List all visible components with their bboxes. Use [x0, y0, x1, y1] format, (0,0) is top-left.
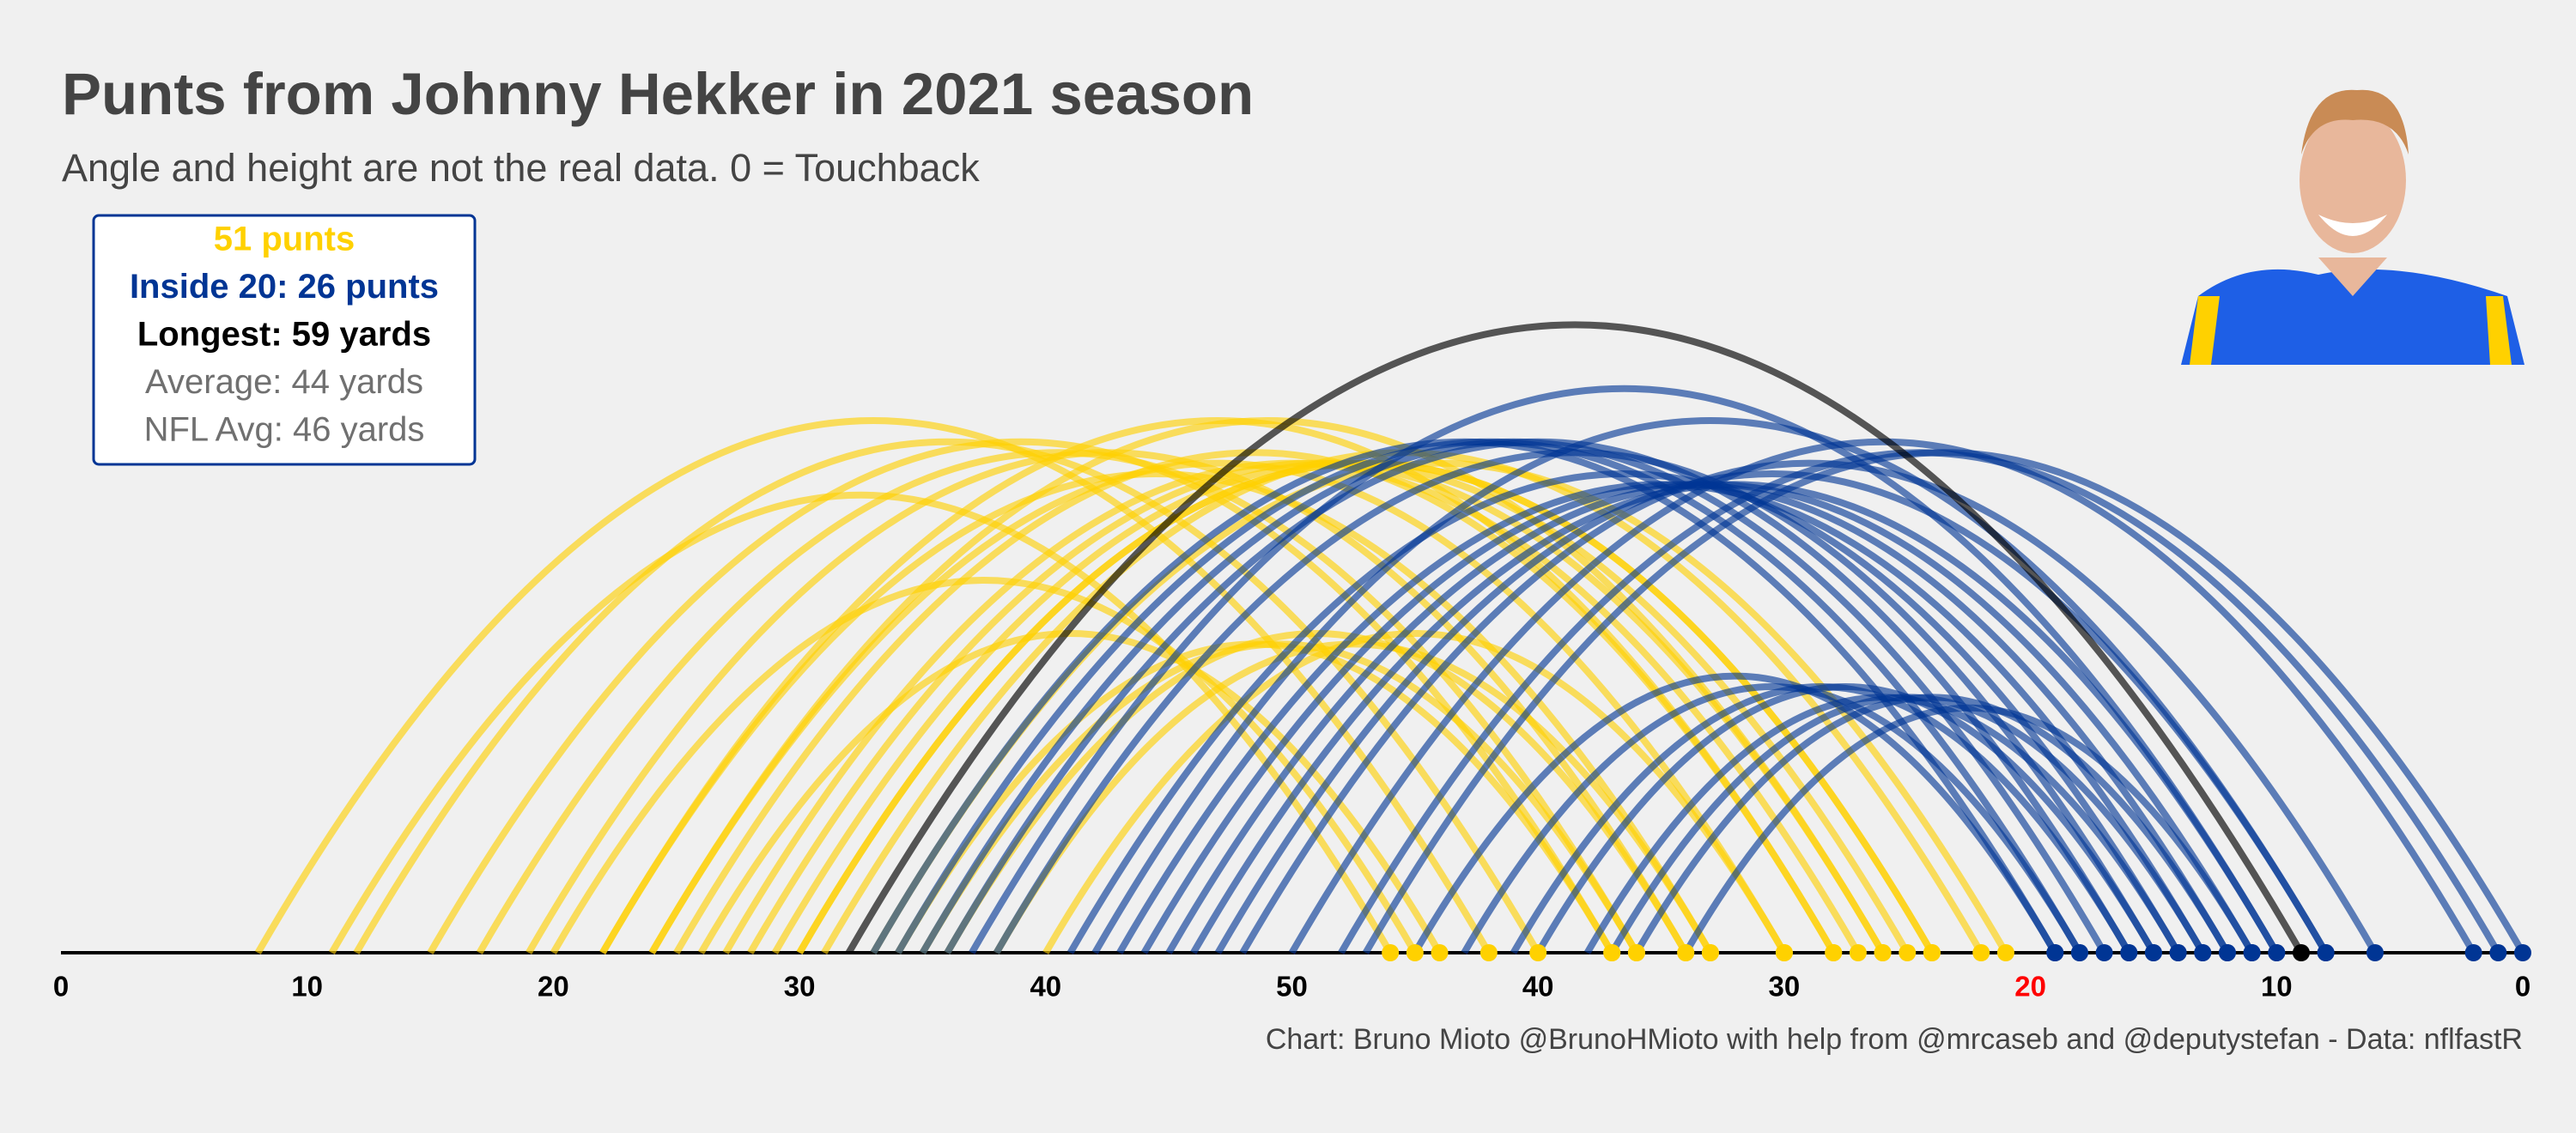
stat-text: Average: 44 yards	[145, 363, 423, 401]
x-tick-label: 0	[2515, 971, 2530, 1003]
landing-dot	[2169, 944, 2187, 961]
punt-arc	[993, 449, 2157, 955]
landing-dot	[2292, 944, 2310, 961]
punt-arc	[254, 417, 1492, 955]
landing-dot	[2120, 944, 2138, 961]
x-tick-label: 30	[784, 971, 816, 1003]
x-tick-label: 20	[2014, 971, 2046, 1003]
punt-arc	[1682, 704, 2256, 955]
landing-dot	[2144, 944, 2162, 961]
landing-dot	[1406, 944, 1424, 961]
landing-dot	[1775, 944, 1793, 961]
landing-dot	[1701, 944, 1719, 961]
landing-dot	[1603, 944, 1621, 961]
punt-arc	[919, 640, 1640, 955]
punt-arc	[1633, 694, 2231, 955]
landing-dot	[1849, 944, 1867, 961]
punt-arc	[697, 630, 1443, 955]
punt-arc	[1363, 449, 2526, 955]
punt-arc	[1091, 417, 2330, 955]
landing-dot	[1529, 944, 1547, 961]
stats-box	[92, 214, 477, 466]
landing-dot	[2095, 944, 2113, 961]
caption: Chart: Bruno Mioto @BrunoHMioto with hel…	[1266, 1023, 2523, 1056]
chart-subtitle: Angle and height are not the real data. …	[62, 146, 980, 190]
punt-arc	[427, 438, 1615, 955]
landing-dot	[1923, 944, 1941, 961]
stat-text: Longest: 59 yards	[137, 316, 431, 354]
landing-dot	[2070, 944, 2088, 961]
landing-dot	[2046, 944, 2064, 961]
punt-arc	[1412, 672, 2058, 955]
x-tick-label: 10	[2261, 971, 2293, 1003]
stat-text: Inside 20: 26 punts	[130, 268, 439, 306]
punt-arc	[969, 385, 2280, 955]
punt-arc	[1534, 683, 2157, 955]
player-photo	[2181, 89, 2524, 365]
x-tick-label: 0	[53, 971, 69, 1003]
stat-text: 51 punts	[214, 221, 355, 258]
landing-dot	[1479, 944, 1498, 961]
x-tick-label: 20	[538, 971, 569, 1003]
x-tick-label: 40	[1522, 971, 1554, 1003]
landing-dot	[2317, 944, 2335, 961]
punt-arc	[1042, 630, 1788, 955]
punt-arc	[550, 577, 1419, 955]
landing-dot	[2366, 944, 2384, 961]
punt-arc	[1239, 459, 2379, 955]
landing-dot	[2218, 944, 2236, 961]
landing-dot	[1874, 944, 1892, 961]
punt-arc	[1067, 470, 2182, 955]
x-tick-label: 50	[1276, 971, 1308, 1003]
landing-dot	[2489, 944, 2507, 961]
landing-dot	[1899, 944, 1917, 961]
punt-arc	[1190, 481, 2280, 955]
x-tick-label: 40	[1030, 971, 1061, 1003]
chart-title: Punts from Johnny Hekker in 2021 season	[62, 61, 1254, 127]
punt-arc	[353, 438, 1541, 955]
punt-arc	[1461, 683, 2083, 955]
landing-dot	[2194, 944, 2212, 961]
landing-dot	[1627, 944, 1645, 961]
landing-dot	[1825, 944, 1843, 961]
x-tick-label: 10	[291, 971, 323, 1003]
landing-dot	[2268, 944, 2286, 961]
punt-arc	[476, 449, 1640, 955]
landing-dot	[1996, 944, 2014, 961]
punt-arc	[845, 321, 2305, 955]
stat-text: NFL Avg: 46 yards	[144, 411, 425, 449]
landing-dot	[2514, 944, 2531, 961]
punt-arc	[944, 438, 2132, 955]
punt-arc	[1289, 438, 2477, 955]
x-tick-label: 30	[1769, 971, 1801, 1003]
punt-arc	[526, 449, 1689, 955]
landing-dot	[1972, 944, 1990, 961]
landing-dot	[1382, 944, 1400, 961]
landing-dot	[2243, 944, 2261, 961]
landing-dot	[2464, 944, 2482, 961]
landing-dot	[1431, 944, 1449, 961]
landing-dot	[1677, 944, 1695, 961]
